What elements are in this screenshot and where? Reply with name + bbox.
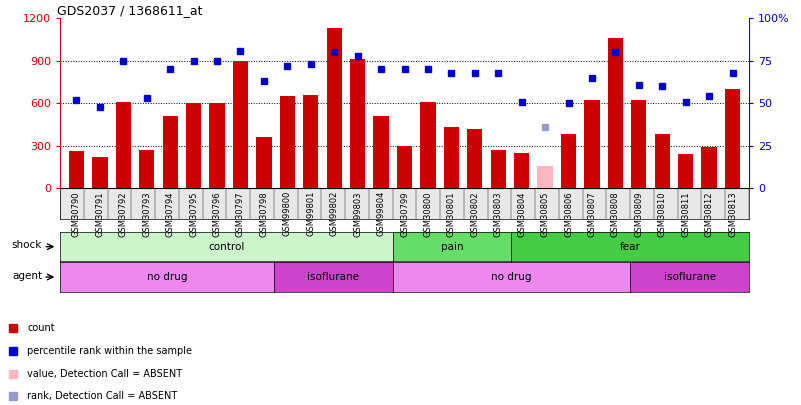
Bar (69, 151, 84, 188)
Text: value, Detection Call = ABSENT: value, Detection Call = ABSENT (27, 369, 183, 379)
Text: no drug: no drug (491, 272, 532, 282)
Text: percentile rank within the sample: percentile rank within the sample (27, 346, 192, 356)
Bar (585, 100, 600, 188)
Bar (725, 89, 740, 188)
Bar (561, 134, 576, 188)
Bar (444, 127, 459, 188)
Text: fear: fear (620, 242, 641, 252)
Bar (186, 103, 201, 188)
Text: count: count (27, 323, 54, 333)
Text: rank, Detection Call = ABSENT: rank, Detection Call = ABSENT (27, 391, 178, 401)
Bar (256, 137, 272, 188)
Bar (631, 100, 646, 188)
Text: shock: shock (12, 240, 42, 250)
Bar (233, 61, 248, 188)
Bar (654, 134, 670, 188)
Text: control: control (208, 242, 244, 252)
Bar (537, 166, 553, 188)
Text: GDS2037 / 1368611_at: GDS2037 / 1368611_at (57, 4, 202, 17)
Bar (115, 102, 131, 188)
Bar (350, 59, 365, 188)
Bar (608, 38, 623, 188)
Bar (421, 102, 436, 188)
Bar (396, 146, 413, 188)
Bar (139, 150, 155, 188)
Text: pain: pain (441, 242, 463, 252)
Bar (280, 96, 295, 188)
Bar (303, 95, 319, 188)
Bar (163, 116, 178, 188)
Bar (702, 147, 717, 188)
Text: isoflurane: isoflurane (663, 272, 715, 282)
Bar (514, 153, 529, 188)
Bar (467, 129, 482, 188)
Text: no drug: no drug (147, 272, 187, 282)
Text: isoflurane: isoflurane (308, 272, 359, 282)
Text: agent: agent (12, 271, 42, 281)
Bar (327, 28, 342, 188)
Bar (490, 150, 506, 188)
Bar (92, 157, 107, 188)
Bar (678, 154, 694, 188)
Bar (209, 103, 224, 188)
Bar (373, 116, 388, 188)
